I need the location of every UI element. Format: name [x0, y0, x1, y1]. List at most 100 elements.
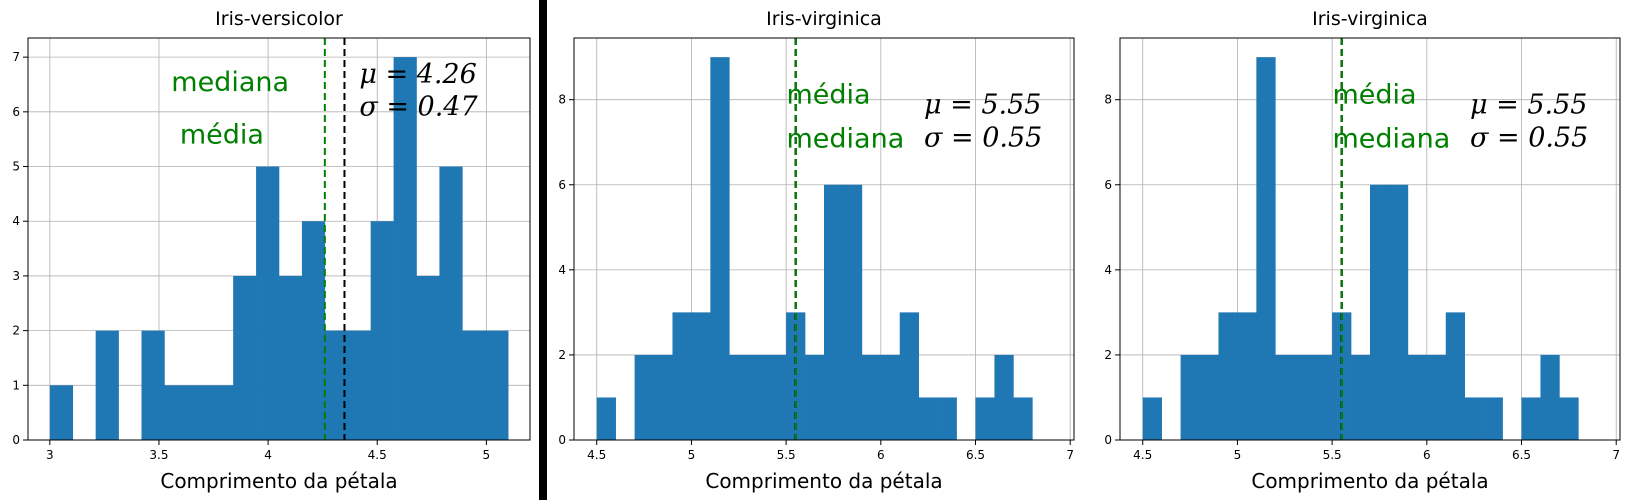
histogram-bar	[462, 330, 486, 440]
x-tick-label: 4.5	[587, 448, 606, 462]
y-tick-label: 6	[1104, 178, 1112, 192]
x-axis-label: Comprimento da pétala	[705, 469, 942, 493]
histogram-bar	[1180, 354, 1200, 440]
histogram-bar	[1332, 312, 1352, 440]
histogram-bar	[324, 330, 349, 440]
histogram-bar	[1142, 397, 1162, 440]
histogram-bar	[672, 312, 692, 440]
y-tick-label: 4	[558, 263, 566, 277]
sigma-stat-label: σ = 0.55	[924, 123, 1042, 154]
median-label: mediana	[171, 67, 289, 98]
histogram-bar	[842, 184, 863, 440]
x-tick-label: 5.5	[777, 448, 796, 462]
histogram-bar	[1313, 354, 1333, 440]
histogram-bar	[1483, 397, 1503, 440]
histogram-bar	[767, 354, 787, 440]
x-axis-label: Comprimento da pétala	[1251, 469, 1488, 493]
y-tick-label: 0	[558, 433, 566, 447]
histogram-bar	[210, 385, 234, 440]
mean-label: média	[180, 119, 264, 150]
histogram-bar	[653, 354, 673, 440]
histogram-bar	[1199, 354, 1219, 440]
histogram-bar	[439, 166, 463, 440]
histogram-bar	[393, 57, 417, 441]
y-tick-label: 8	[1104, 93, 1112, 107]
y-tick-label: 2	[558, 348, 566, 362]
y-tick-label: 1	[12, 378, 20, 392]
histogram-bar	[1426, 354, 1447, 440]
x-tick-label: 6	[877, 448, 885, 462]
histogram-bar	[370, 221, 394, 440]
mu-stat-label: μ = 5.55	[924, 90, 1041, 121]
x-tick-label: 5	[483, 448, 491, 462]
histogram-bar	[1256, 57, 1276, 441]
histogram-bar	[347, 330, 371, 440]
x-tick-label: 6.5	[1512, 448, 1531, 462]
sigma-stat-label: σ = 0.55	[1470, 123, 1588, 154]
histogram-bar	[805, 354, 825, 440]
histogram-bar	[95, 330, 119, 440]
histogram-bar	[937, 397, 957, 440]
histogram-bar	[691, 312, 711, 440]
histogram-bar	[1540, 354, 1560, 440]
histogram-bar	[1370, 184, 1390, 440]
median-label: mediana	[1333, 124, 1451, 155]
y-tick-label: 2	[1104, 348, 1112, 362]
x-tick-label: 4.5	[368, 448, 387, 462]
histogram-bar	[994, 354, 1014, 440]
y-tick-label: 6	[558, 178, 566, 192]
x-tick-label: 6.5	[966, 448, 985, 462]
y-tick-label: 8	[558, 93, 566, 107]
y-tick-label: 3	[12, 269, 20, 283]
histogram-bar	[1559, 397, 1579, 440]
histogram-bar	[1351, 354, 1371, 440]
histogram-bar	[141, 330, 165, 440]
sigma-stat-label: σ = 0.47	[359, 91, 478, 122]
histogram-bar	[786, 312, 806, 440]
histogram-bar	[861, 354, 882, 440]
histogram-bar	[485, 330, 509, 440]
y-tick-label: 4	[1104, 263, 1112, 277]
histogram-bar	[748, 354, 768, 440]
histogram-bar	[164, 385, 188, 440]
histogram-bar	[187, 385, 211, 440]
mean-label: média	[787, 79, 871, 110]
mu-stat-label: μ = 4.26	[359, 59, 476, 90]
chart-panel-2: 4.5 5 5.5 6 6.5 7 0 2 4 6 8 Iris-virginica Comprimen…	[558, 8, 1075, 493]
mean-label: média	[1333, 79, 1417, 110]
x-tick-label: 7	[1612, 448, 1620, 462]
histogram-bar	[596, 397, 616, 440]
x-tick-label: 4.5	[1133, 448, 1152, 462]
chart-title: Iris-versicolor	[215, 8, 343, 30]
median-label: mediana	[787, 124, 905, 155]
chart-panel-3: 4.5 5 5.5 6 6.5 7 0 2 4 6 8 Iris-virginica Comprimen…	[1104, 8, 1621, 493]
histogram-bar	[1275, 354, 1295, 440]
histogram-bar	[880, 354, 901, 440]
histogram-bar	[1237, 312, 1257, 440]
x-tick-label: 4	[264, 448, 272, 462]
histogram-bar	[899, 312, 919, 440]
histogram-bar	[1294, 354, 1314, 440]
y-tick-label: 4	[12, 214, 20, 228]
y-tick-label: 2	[12, 324, 20, 338]
x-tick-label: 5.5	[1323, 448, 1342, 462]
plot-frame	[573, 37, 1075, 441]
histogram-bar	[975, 397, 995, 440]
x-tick-label: 3.5	[149, 448, 168, 462]
y-tick-label: 5	[12, 160, 20, 174]
x-axis-label: Comprimento da pétala	[160, 469, 397, 493]
chart-title: Iris-virginica	[1312, 8, 1428, 30]
plot-frame	[1119, 37, 1621, 441]
histogram-bar	[710, 57, 730, 441]
panel-divider	[539, 0, 547, 500]
histogram-bar	[1013, 397, 1033, 440]
histogram-bar	[1407, 354, 1428, 440]
histogram-bar	[1388, 184, 1409, 440]
x-tick-label: 5	[1234, 448, 1242, 462]
histogram-bar	[1218, 312, 1238, 440]
histogram-bar	[634, 354, 654, 440]
x-tick-label: 3	[46, 448, 54, 462]
chart-panel-1: 3 3.5 4 4.5 5 0 1 2 3 4 5 6 7 Iris-versicolor Comprime…	[12, 8, 531, 493]
y-tick-label: 7	[12, 50, 20, 64]
